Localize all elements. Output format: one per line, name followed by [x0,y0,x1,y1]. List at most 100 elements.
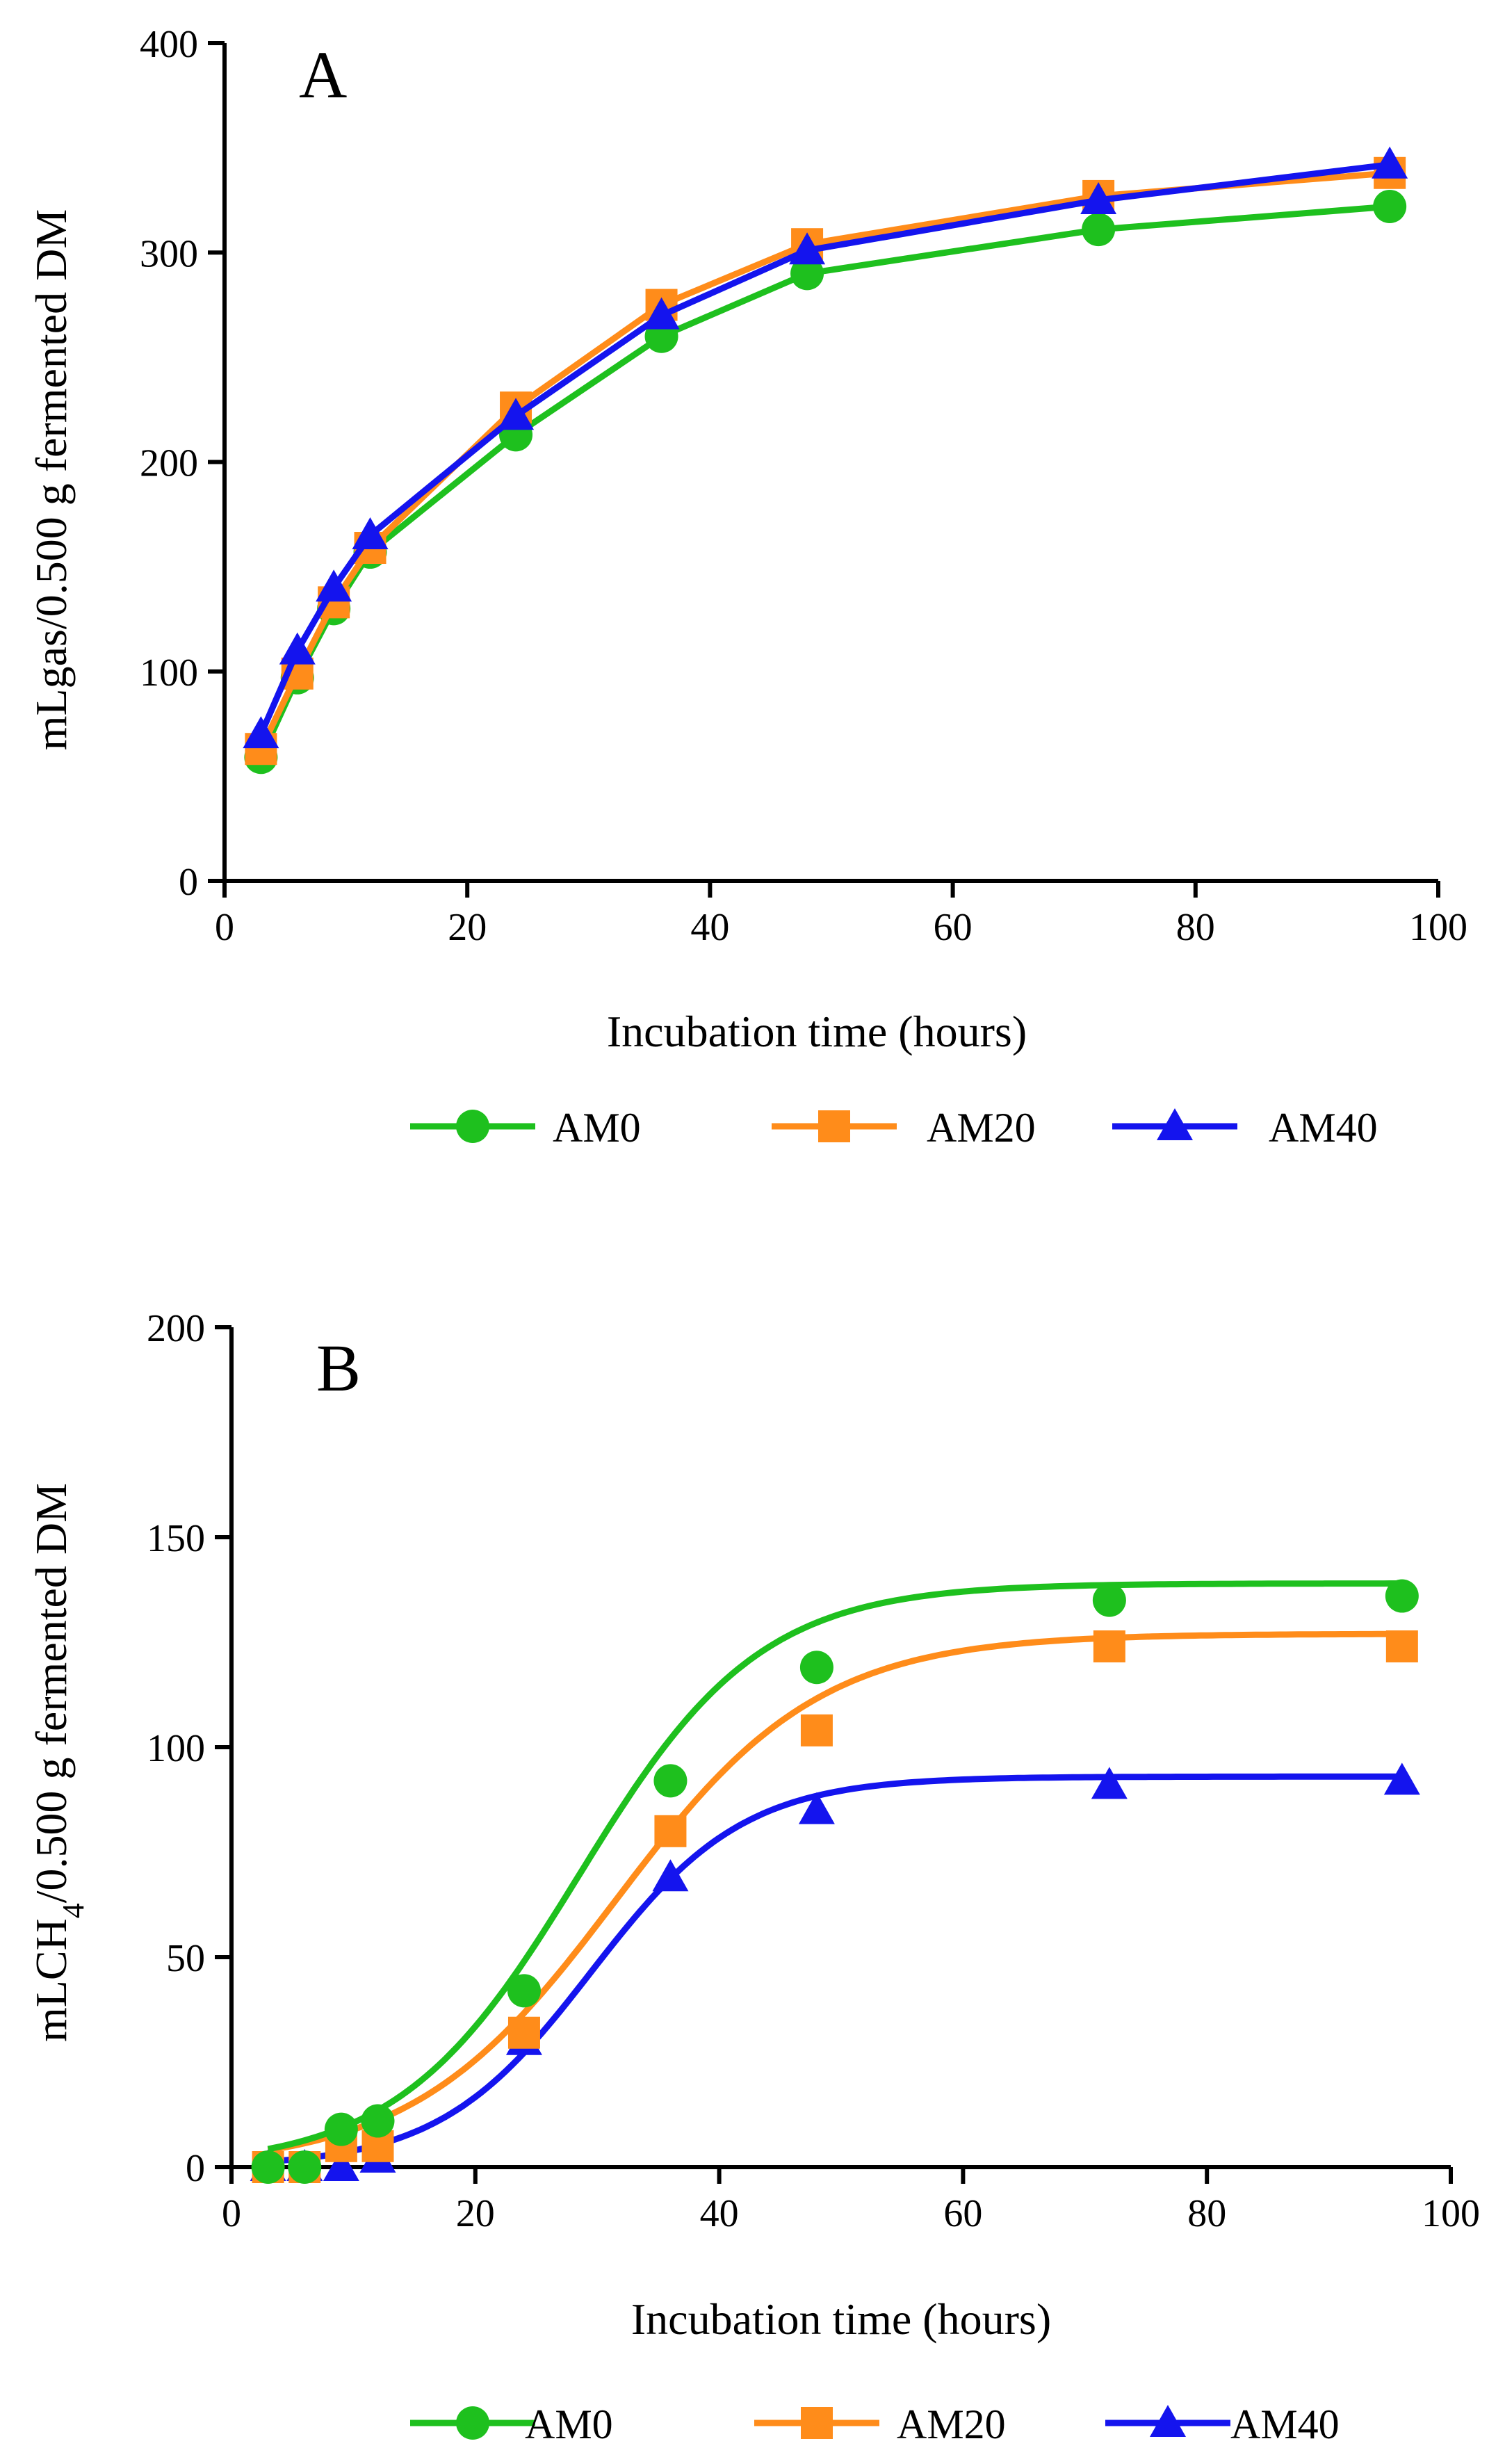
panel-b-label: B [316,1331,361,1405]
panel-a-x-tick: 40 [690,906,729,949]
panel-a-x-axis-label: Incubation time (hours) [607,1007,1027,1056]
series-line-am0 [267,1580,1402,2153]
panel-a-x-tick: 60 [934,906,973,949]
panel-a-y-axis-label: mLgas/0.500 g fermented DM [26,209,76,751]
data-point-am20 [1385,1630,1418,1663]
data-point-am0 [361,2104,395,2138]
panel-b-legend: AM0 AM20 AM40 [410,2401,1340,2447]
axes [215,1325,1453,2184]
data-point-am0 [324,2112,358,2146]
legend-item-am40: AM40 [1112,1105,1378,1151]
legend-label-am40: AM40 [1230,2401,1340,2447]
data-point-am0 [507,1974,541,2008]
data-point-am40 [1372,146,1408,179]
legend-label-am40: AM40 [1269,1105,1378,1151]
data-point-am40 [316,569,352,602]
series-am20 [252,1630,1418,2183]
panel-b-y-tick: 50 [166,1937,205,1980]
data-point-am20 [654,1815,687,1847]
data-point-am40 [352,517,389,549]
data-point-am40 [323,2149,359,2181]
data-point-am0 [1082,213,1116,247]
panel-b-x-tick: 20 [456,2192,495,2235]
legend-marker-am20 [818,1110,850,1142]
series-am0 [244,189,1407,775]
legend-marker-am20 [801,2407,833,2439]
legend-item-am0: AM0 [410,1105,641,1151]
legend-marker-am0 [456,1110,489,1143]
legend-marker-am40 [1157,1108,1193,1140]
panel-b-ticks: 0 50 100 150 200 0 20 40 60 80 100 [147,1307,1480,2235]
series-am40 [243,146,1408,749]
legend-item-am0: AM0 [410,2401,613,2447]
series-line-am40 [268,1773,1402,2165]
legend-item-am20: AM20 [772,1105,1036,1151]
legend-marker-am40 [1150,2405,1186,2437]
data-point-am40 [498,398,535,430]
panel-a-legend: AM0 AM20 AM40 [410,1105,1378,1151]
panel-b-x-axis-label: Incubation time (hours) [631,2294,1051,2344]
panel-b-y-tick: 100 [147,1727,205,1770]
data-point-am0 [799,1651,833,1685]
data-point-am0 [251,2150,285,2184]
panel-a-y-tick: 200 [140,442,198,485]
data-point-am40 [652,1859,689,1892]
legend-label-am0: AM0 [553,1105,641,1151]
data-point-am0 [790,257,824,291]
panel-b-x-tick: 60 [943,2192,982,2235]
panel-a-ticks: 0 100 200 300 400 0 20 40 60 80 100 [140,23,1467,949]
data-point-am40 [789,232,826,265]
panel-b-y-tick: 0 [186,2147,205,2190]
panel-a-y-tick: 400 [140,23,198,66]
panel-b-y-tick: 150 [147,1517,205,1560]
data-point-am40 [643,297,680,330]
data-point-am0 [288,2150,322,2184]
data-point-am20 [800,1714,833,1746]
legend-marker-am0 [456,2406,489,2440]
panel-a-x-tick: 80 [1176,906,1215,949]
series-line-am20 [267,1630,1402,2154]
data-point-am40 [1080,181,1117,214]
y-label-main: mLCH [26,1918,76,2042]
panel-a-y-tick: 300 [140,232,198,275]
data-point-am20 [507,2016,540,2049]
panel-a-y-tick: 0 [179,861,198,904]
axes [208,41,1440,898]
panel-b: B mLCH4/0.500 g fermented DM Incubation … [26,1307,1480,2447]
panel-a-x-tick: 20 [448,906,487,949]
legend-label-am20: AM20 [897,2401,1006,2447]
panel-a: A mLgas/0.500 g fermented DM Incubation … [26,23,1467,1151]
y-label-rest: /0.500 g fermented DM [26,1483,76,1903]
data-point-am20 [1093,1630,1125,1663]
legend-item-am40: AM40 [1105,2401,1340,2447]
panel-b-x-tick: 100 [1422,2192,1480,2235]
data-point-am0 [1373,189,1407,223]
data-point-am40 [243,716,279,749]
legend-item-am20: AM20 [754,2401,1006,2447]
panel-a-x-tick: 0 [215,906,234,949]
panel-b-y-tick: 200 [147,1307,205,1350]
panel-b-x-tick: 40 [700,2192,739,2235]
data-point-am0 [653,1764,688,1798]
legend-label-am0: AM0 [525,2401,613,2447]
panel-a-label: A [299,38,347,112]
panel-b-x-tick: 0 [222,2192,241,2235]
series-line-am0 [258,203,1390,759]
data-point-am40 [1091,1767,1128,1799]
legend-label-am20: AM20 [927,1105,1036,1151]
data-point-am40 [279,632,316,665]
data-point-am0 [1385,1579,1419,1613]
series-am40 [250,1762,1420,2181]
panel-a-x-tick: 100 [1409,906,1467,949]
y-label-subscript: 4 [56,1903,90,1918]
data-point-am0 [1092,1583,1126,1617]
data-point-am40 [1383,1762,1420,1795]
panel-b-x-tick: 80 [1187,2192,1226,2235]
panel-b-y-axis-label: mLCH4/0.500 g fermented DM [26,1483,90,2042]
series-line-am20 [258,170,1390,751]
data-point-am40 [798,1792,835,1824]
series-am0 [251,1579,1419,2184]
series-line-am40 [258,161,1390,736]
panel-a-y-tick: 100 [140,651,198,695]
